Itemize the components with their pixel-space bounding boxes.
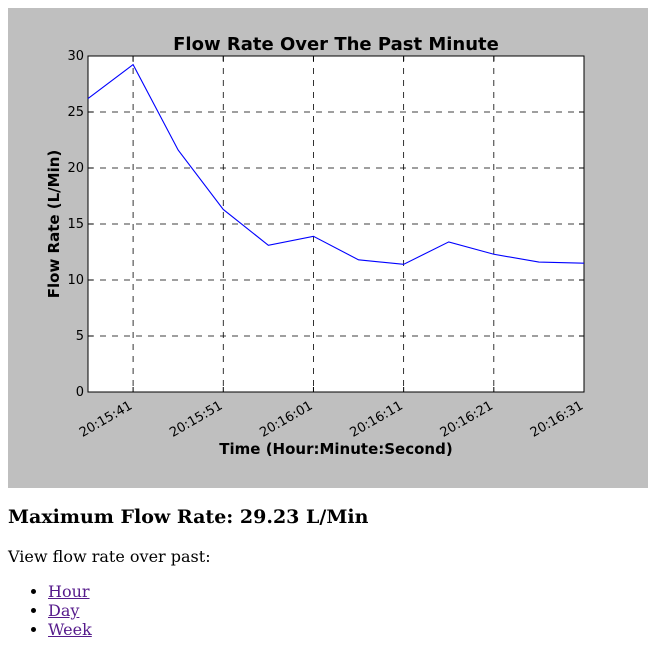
y-tick-label: 5 xyxy=(76,329,84,344)
range-list-item: Week xyxy=(48,620,92,639)
hour-link[interactable]: Hour xyxy=(48,582,90,601)
range-list-item: Hour xyxy=(48,582,92,601)
range-list-item: Day xyxy=(48,601,92,620)
y-axis-label: Flow Rate (L/Min) xyxy=(45,150,63,299)
y-tick-label: 0 xyxy=(76,385,84,400)
y-tick-label: 20 xyxy=(67,161,84,176)
y-tick-label: 15 xyxy=(67,217,84,232)
week-link[interactable]: Week xyxy=(48,620,92,639)
max-flow-rate-heading: Maximum Flow Rate: 29.23 L/Min xyxy=(8,506,369,528)
plot-frame xyxy=(87,55,585,393)
flow-rate-series-line xyxy=(87,63,585,265)
view-range-prompt: View flow rate over past: xyxy=(8,547,211,566)
range-link-list: Hour Day Week xyxy=(8,582,92,639)
y-tick-label: 10 xyxy=(67,273,84,288)
x-axis-label: Time (Hour:Minute:Second) xyxy=(219,440,452,458)
y-tick-label: 30 xyxy=(67,49,84,64)
day-link[interactable]: Day xyxy=(48,601,80,620)
y-tick-label: 25 xyxy=(67,105,84,120)
flow-rate-chart: 0 5 10 15 20 25 30 20:15:41 20:15:51 20:16:01 20:1… xyxy=(8,8,648,488)
chart-title: Flow Rate Over The Past Minute xyxy=(173,34,499,55)
